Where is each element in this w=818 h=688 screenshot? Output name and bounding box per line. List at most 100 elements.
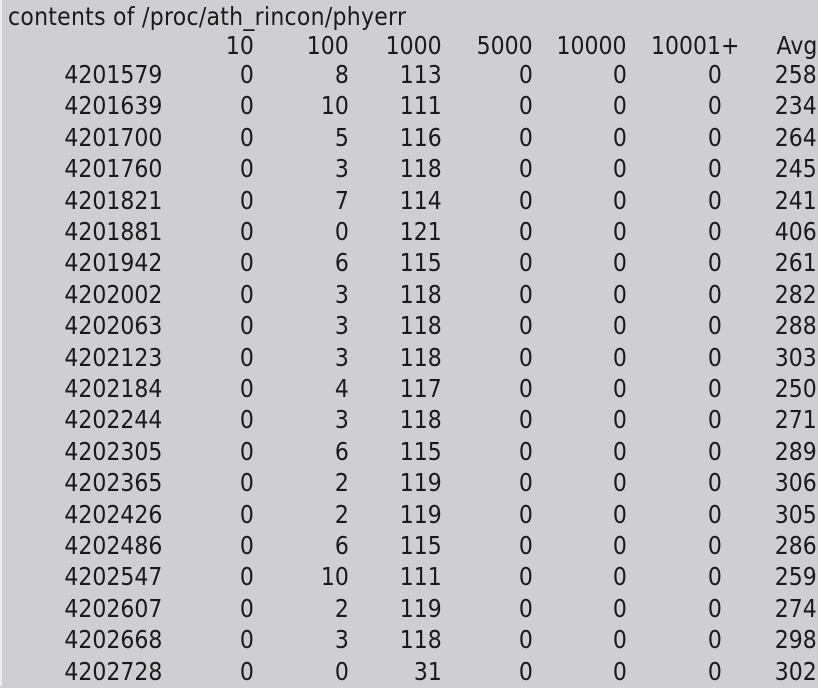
cell: 0 — [240, 342, 254, 372]
table-row: 4201579 0 8 113 0 0 0 258 — [2, 60, 818, 91]
table-row: 4202123 0 3 118 0 0 0 303 — [2, 343, 818, 374]
table-row: 4202063 0 3 118 0 0 0 288 — [2, 311, 818, 342]
cell: 111 — [400, 562, 442, 592]
cell: 258 — [775, 60, 817, 89]
cell: 0 — [708, 248, 722, 278]
cell: 0 — [240, 154, 254, 184]
cell: 118 — [400, 311, 442, 341]
cell: 0 — [613, 311, 627, 341]
cell: 0 — [240, 60, 254, 89]
cell: 0 — [519, 405, 533, 435]
cell: Avg — [776, 31, 817, 60]
cell: 0 — [708, 279, 722, 309]
cell: 0 — [519, 311, 533, 341]
cell: 0 — [708, 217, 722, 246]
table-row: 4202547 0 10 111 0 0 0 259 — [2, 562, 818, 593]
cell: 0 — [708, 436, 722, 466]
table-row: 4202426 0 2 119 0 0 0 305 — [2, 500, 818, 531]
cell: 306 — [775, 468, 817, 498]
cell: 0 — [519, 499, 533, 529]
row-label: 4202184 — [64, 374, 162, 403]
cell: 406 — [775, 217, 817, 246]
row-label: 4201821 — [64, 185, 162, 215]
cell: 117 — [400, 374, 442, 403]
table-row: 4201881 0 0 121 0 0 0 406 — [2, 217, 818, 248]
cell: 245 — [775, 154, 817, 184]
cell: 0 — [240, 531, 254, 560]
cell: 3 — [335, 625, 349, 655]
cell: 10001+ — [650, 31, 739, 60]
cell: 0 — [708, 531, 722, 560]
cell: 0 — [240, 656, 254, 686]
row-label: 4202728 — [64, 656, 162, 686]
cell: 3 — [335, 342, 349, 372]
table-row: 4202668 0 3 118 0 0 0 298 — [2, 625, 818, 656]
row-label: 4202002 — [64, 279, 162, 309]
row-label: 4201760 — [64, 154, 162, 184]
table-row: 4201821 0 7 114 0 0 0 241 — [2, 186, 818, 217]
cell: 115 — [400, 248, 442, 278]
cell: 113 — [400, 60, 442, 89]
cell: 0 — [708, 185, 722, 215]
cell: 0 — [708, 405, 722, 435]
cell: 31 — [414, 656, 442, 686]
row-label: 4202365 — [64, 468, 162, 498]
cell: 0 — [519, 374, 533, 403]
cell: 0 — [613, 154, 627, 184]
cell: 111 — [400, 91, 442, 121]
cell: 234 — [775, 91, 817, 121]
cell: 0 — [240, 248, 254, 278]
row-label: 4202547 — [64, 562, 162, 592]
table-row: 4202365 0 2 119 0 0 0 306 — [2, 468, 818, 499]
cell: 10 — [321, 562, 349, 592]
output-title: contents of /proc/ath_rincon/phyerr — [8, 2, 407, 31]
cell: 0 — [240, 311, 254, 341]
cell: 0 — [335, 217, 349, 246]
cell: 0 — [519, 342, 533, 372]
cell: 0 — [613, 122, 627, 152]
cell: 0 — [613, 185, 627, 215]
table-row: 4202607 0 2 119 0 0 0 274 — [2, 594, 818, 625]
table-row: 4202305 0 6 115 0 0 0 289 — [2, 437, 818, 468]
cell: 0 — [708, 91, 722, 121]
cell: 119 — [400, 499, 442, 529]
row-label: 4202244 — [64, 405, 162, 435]
cell: 5 — [335, 122, 349, 152]
cell: 0 — [240, 625, 254, 655]
cell: 4 — [335, 374, 349, 403]
cell: 0 — [519, 91, 533, 121]
cell: 0 — [708, 122, 722, 152]
cell: 10 — [321, 91, 349, 121]
cell: 0 — [613, 531, 627, 560]
cell: 119 — [400, 593, 442, 623]
cell: 0 — [708, 499, 722, 529]
row-label: 4202123 — [64, 342, 162, 372]
table-row: 4202244 0 3 118 0 0 0 271 — [2, 405, 818, 436]
table-row: 4201942 0 6 115 0 0 0 261 — [2, 248, 818, 279]
row-label: 4202305 — [64, 436, 162, 466]
cell: 0 — [240, 593, 254, 623]
cell: 0 — [519, 468, 533, 498]
cell: 0 — [708, 154, 722, 184]
row-label: 4201700 — [64, 122, 162, 152]
cell: 5000 — [477, 31, 533, 60]
cell: 286 — [775, 531, 817, 560]
row-label: 4202063 — [64, 311, 162, 341]
cell: 0 — [613, 405, 627, 435]
cell: 3 — [335, 154, 349, 184]
row-label: 4201639 — [64, 91, 162, 121]
cell: 0 — [519, 593, 533, 623]
cell: 0 — [519, 122, 533, 152]
cell: 116 — [400, 122, 442, 152]
row-label: 4202668 — [64, 625, 162, 655]
cell: 0 — [240, 374, 254, 403]
cell: 0 — [613, 60, 627, 89]
cell: 2 — [335, 499, 349, 529]
cell: 271 — [775, 405, 817, 435]
row-label: 4202426 — [64, 499, 162, 529]
cell: 118 — [400, 342, 442, 372]
cell: 6 — [335, 531, 349, 560]
cell: 118 — [400, 625, 442, 655]
cell: 0 — [613, 374, 627, 403]
